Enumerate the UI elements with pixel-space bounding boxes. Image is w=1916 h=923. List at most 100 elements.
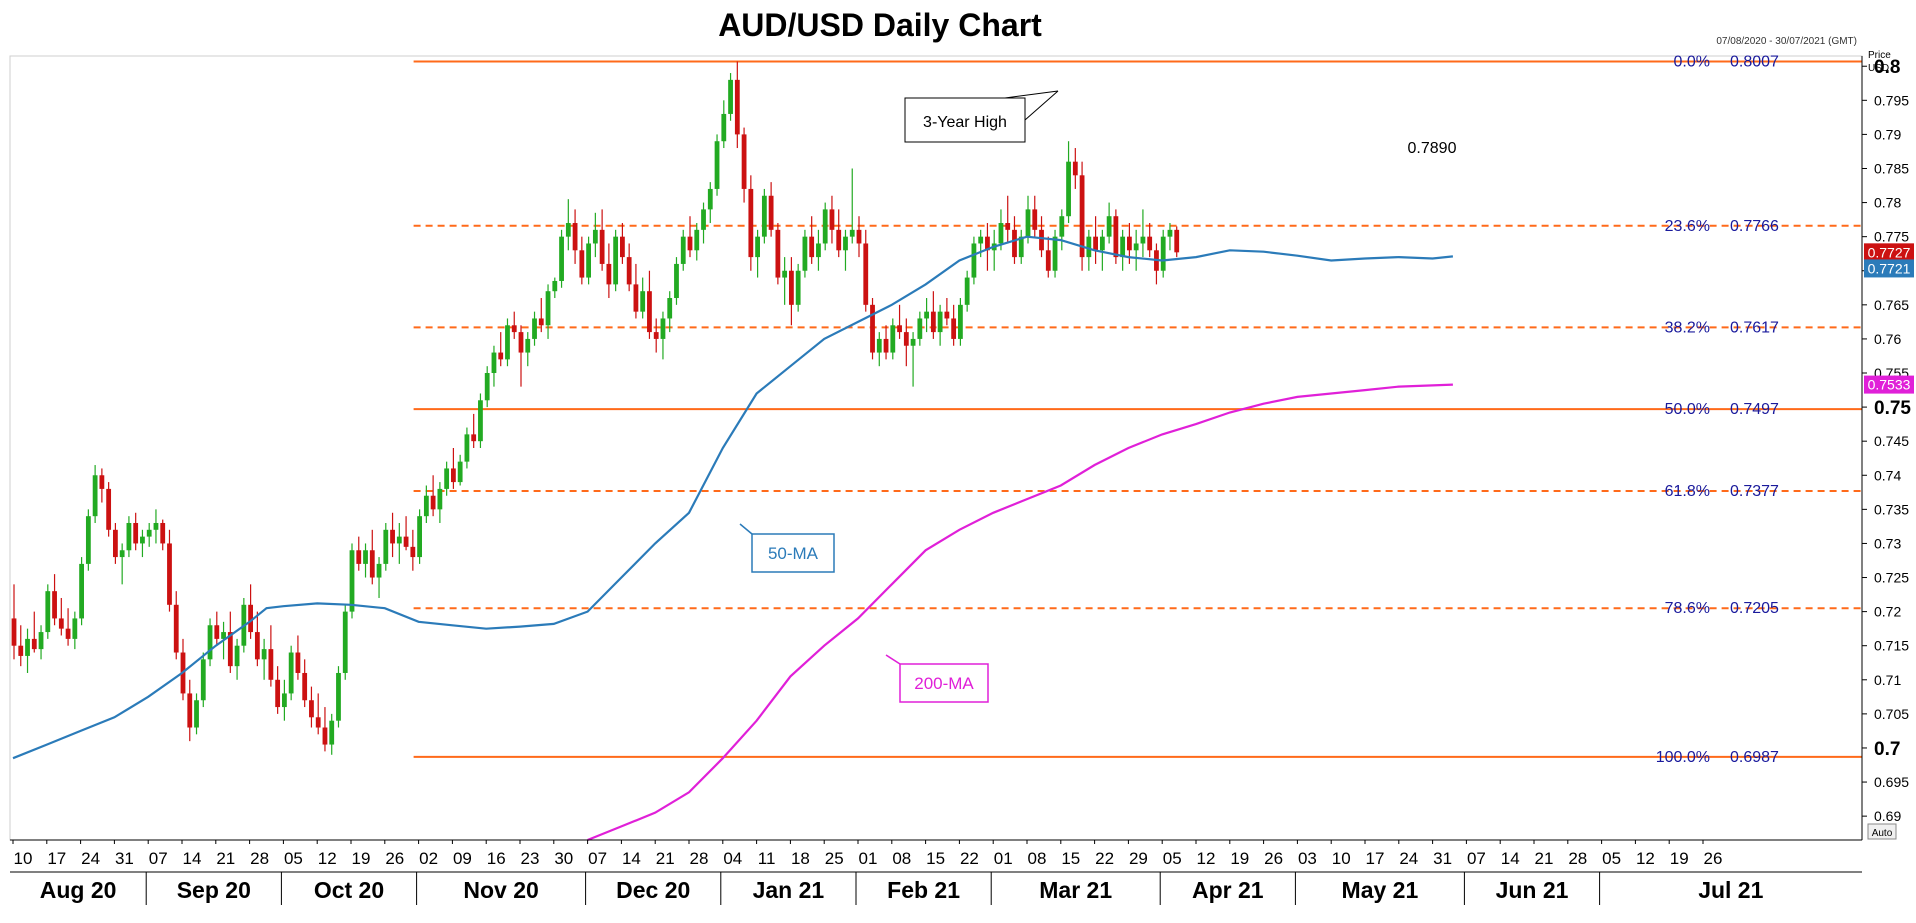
candle bbox=[592, 212, 598, 258]
candle-body bbox=[958, 304, 963, 339]
candle bbox=[876, 332, 882, 367]
candle-body bbox=[559, 236, 564, 281]
candle bbox=[167, 529, 172, 612]
candle bbox=[451, 448, 456, 489]
x-day-label: 10 bbox=[14, 849, 33, 868]
x-day-label: 30 bbox=[554, 849, 573, 868]
candle bbox=[829, 195, 835, 244]
candle bbox=[349, 543, 355, 619]
x-month-label: Feb 21 bbox=[887, 877, 960, 903]
y-tick-label: 0.715 bbox=[1874, 638, 1909, 654]
y-tick-label: 0.69 bbox=[1874, 808, 1901, 824]
candle bbox=[430, 475, 436, 517]
candle bbox=[964, 270, 970, 312]
candle-body bbox=[234, 645, 240, 667]
candle-body bbox=[930, 311, 936, 333]
candle-body bbox=[363, 550, 368, 564]
price-tag-label: 0.7533 bbox=[1868, 377, 1911, 393]
candle bbox=[106, 482, 112, 537]
candle bbox=[417, 509, 422, 564]
candle-body bbox=[200, 659, 206, 701]
x-day-label: 08 bbox=[1028, 849, 1047, 868]
candle bbox=[870, 298, 875, 360]
candle bbox=[376, 557, 382, 598]
candle-body bbox=[1018, 236, 1024, 258]
candle bbox=[322, 707, 328, 752]
y-tick-label: 0.79 bbox=[1874, 126, 1901, 142]
candle bbox=[268, 625, 274, 687]
fib-value-label: 0.7377 bbox=[1730, 483, 1779, 500]
y-tick-label: 0.775 bbox=[1874, 229, 1909, 245]
candle-body bbox=[52, 591, 57, 619]
candle-body bbox=[674, 263, 679, 299]
candle bbox=[38, 625, 44, 660]
x-day-label: 23 bbox=[521, 849, 540, 868]
candle-body bbox=[728, 79, 733, 114]
candle bbox=[775, 223, 781, 285]
candle bbox=[444, 461, 450, 496]
candle bbox=[194, 693, 199, 735]
candle bbox=[329, 713, 335, 755]
candle-body bbox=[309, 700, 314, 718]
candle bbox=[79, 557, 84, 626]
price-tag-label: 0.7727 bbox=[1868, 244, 1911, 260]
candle-body bbox=[910, 338, 916, 346]
x-day-label: 14 bbox=[622, 849, 641, 868]
fib-pct-label: 50.0% bbox=[1665, 401, 1710, 418]
x-day-label: 07 bbox=[1467, 849, 1486, 868]
candle bbox=[680, 229, 686, 271]
x-month-label: Nov 20 bbox=[463, 877, 538, 903]
candle bbox=[890, 318, 896, 360]
candle bbox=[714, 134, 720, 196]
ma50-line bbox=[12, 235, 1454, 760]
candle bbox=[491, 345, 497, 387]
candle-body bbox=[1045, 250, 1051, 271]
ma50-label-pointer bbox=[739, 523, 753, 535]
candle bbox=[160, 519, 166, 551]
candle bbox=[525, 332, 531, 367]
candle bbox=[958, 298, 963, 346]
x-month-label: Mar 21 bbox=[1039, 877, 1112, 903]
candle-body bbox=[849, 229, 855, 237]
x-day-label: 28 bbox=[250, 849, 269, 868]
candle bbox=[789, 257, 794, 326]
candle-body bbox=[457, 461, 463, 483]
x-month-label: Jun 21 bbox=[1496, 877, 1569, 903]
candle-body bbox=[383, 529, 389, 564]
candle-body bbox=[342, 611, 348, 673]
candle-body bbox=[518, 332, 524, 353]
candle-body bbox=[633, 284, 639, 312]
x-month-label: May 21 bbox=[1342, 877, 1419, 903]
candle bbox=[761, 188, 767, 244]
candle-body bbox=[1086, 236, 1092, 258]
candle-body bbox=[843, 236, 848, 251]
fib-value-label: 0.7766 bbox=[1730, 218, 1779, 235]
y-tick-label: 0.725 bbox=[1874, 570, 1909, 586]
candle bbox=[930, 291, 936, 339]
candle-body bbox=[491, 352, 497, 374]
y-tick-label: 0.745 bbox=[1874, 433, 1909, 449]
candle-body bbox=[505, 325, 510, 360]
candle bbox=[254, 611, 260, 667]
auto-scale-button[interactable]: Auto bbox=[1872, 828, 1893, 839]
high-callout-box bbox=[904, 97, 1026, 143]
candle bbox=[721, 100, 727, 149]
candle-body bbox=[687, 236, 693, 251]
candle-body bbox=[356, 550, 362, 564]
candle-body bbox=[978, 236, 984, 244]
candle-body bbox=[951, 318, 957, 339]
candle bbox=[1160, 229, 1166, 278]
high-callout-label: 3-Year High bbox=[923, 114, 1007, 131]
x-day-label: 26 bbox=[1264, 849, 1283, 868]
candle bbox=[572, 209, 578, 264]
candle bbox=[674, 257, 679, 305]
candle bbox=[768, 182, 774, 237]
candle bbox=[694, 223, 700, 261]
fib-pct-label: 78.6% bbox=[1665, 600, 1710, 617]
candle bbox=[1018, 229, 1024, 264]
candle-body bbox=[741, 134, 747, 189]
candle-body bbox=[1025, 209, 1031, 237]
x-day-label: 05 bbox=[1163, 849, 1182, 868]
candle bbox=[484, 366, 490, 408]
y-tick-label: 0.7 bbox=[1874, 739, 1900, 760]
